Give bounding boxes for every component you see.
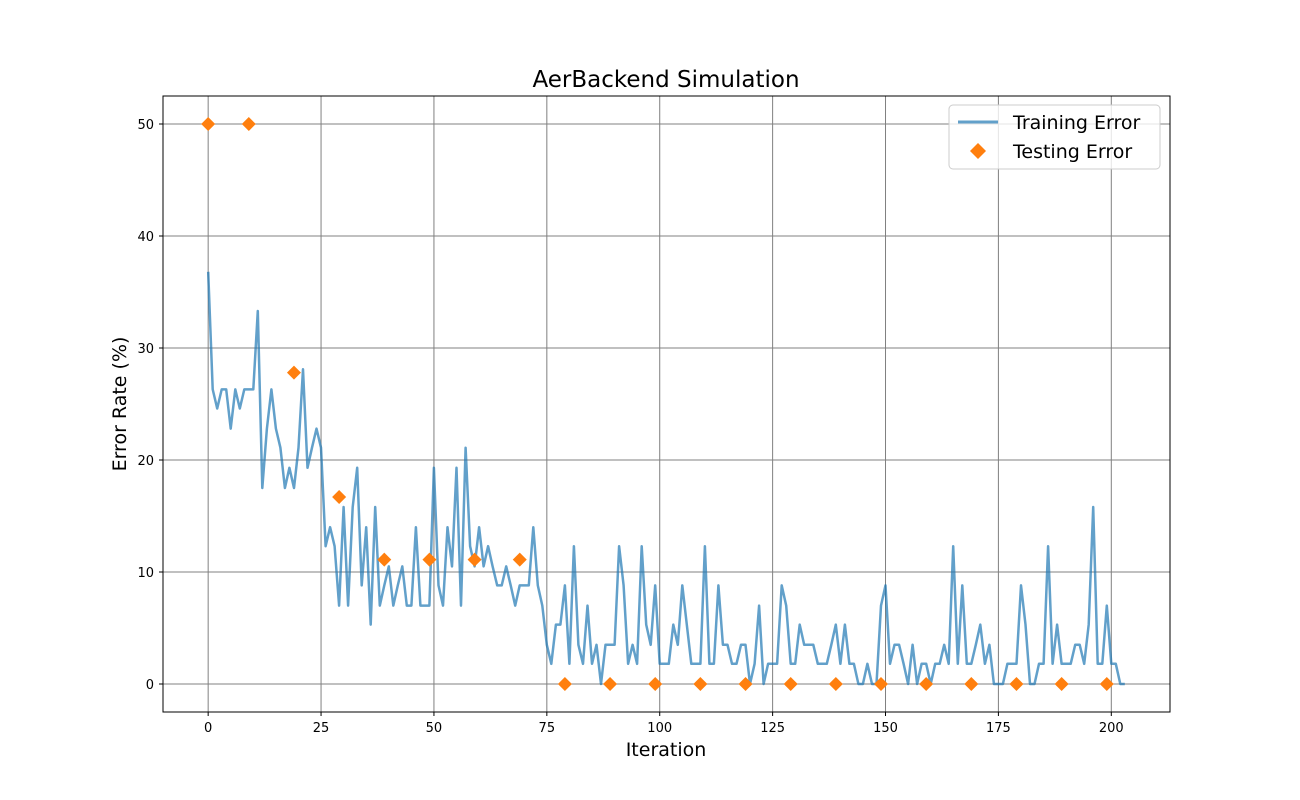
x-tick-label: 75 <box>539 721 556 736</box>
training-error-line <box>206 271 1125 686</box>
y-axis: 0 10 20 30 40 50 <box>137 118 163 693</box>
y-tick-label: 0 <box>146 678 154 693</box>
testing-error-point <box>738 677 753 691</box>
testing-error-point <box>286 365 301 380</box>
y-tick-label: 20 <box>137 454 154 469</box>
chart-title: AerBackend Simulation <box>532 67 799 93</box>
y-tick-label: 40 <box>137 230 154 245</box>
testing-error-point <box>241 117 256 131</box>
x-tick-label: 175 <box>986 721 1011 736</box>
testing-error-point <box>693 677 708 691</box>
testing-error-point <box>422 552 437 567</box>
y-tick-label: 50 <box>137 118 154 133</box>
x-tick-label: 100 <box>647 721 672 736</box>
x-tick-label: 125 <box>760 721 785 736</box>
testing-error-point <box>1099 677 1114 691</box>
testing-error-point <box>201 117 216 131</box>
testing-error-point <box>783 677 798 691</box>
plot-area <box>201 117 1125 691</box>
legend-testing-marker <box>970 143 986 159</box>
testing-error-point <box>377 552 392 567</box>
testing-error-point <box>557 677 572 691</box>
testing-error-point <box>332 489 347 504</box>
legend-testing-label: Testing Error <box>1012 141 1132 163</box>
legend-training-label: Training Error <box>1012 112 1141 134</box>
y-axis-title: Error Rate (%) <box>109 337 131 472</box>
testing-error-point <box>828 677 843 691</box>
x-tick-label: 50 <box>426 721 443 736</box>
x-axis: 0 25 50 75 100 125 150 175 200 <box>204 712 1124 736</box>
y-tick-label: 10 <box>137 566 154 581</box>
x-axis-title: Iteration <box>626 739 707 761</box>
testing-error-point <box>512 552 527 567</box>
testing-error-point <box>603 677 618 691</box>
y-tick-label: 30 <box>137 342 154 357</box>
testing-error-point <box>1009 677 1024 691</box>
x-tick-label: 200 <box>1099 721 1124 736</box>
testing-error-point <box>873 677 888 691</box>
testing-error-point <box>648 677 663 691</box>
testing-error-point <box>467 552 482 567</box>
testing-error-point <box>1054 677 1069 691</box>
legend-box <box>948 104 1161 170</box>
x-tick-label: 25 <box>313 721 330 736</box>
legend: Training Error Testing Error <box>948 104 1161 170</box>
x-tick-label: 150 <box>873 721 898 736</box>
x-tick-label: 0 <box>204 721 212 736</box>
testing-error-point <box>919 677 934 691</box>
testing-error-point <box>964 677 979 691</box>
plot-frame <box>162 95 1171 713</box>
